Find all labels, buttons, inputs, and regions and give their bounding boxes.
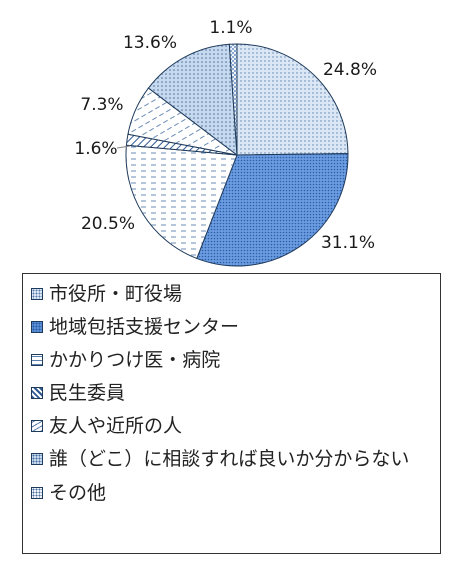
pie-slice-7 <box>228 43 238 156</box>
data-label-1: 24.8% <box>323 60 377 80</box>
pie-slice-6 <box>147 43 238 157</box>
legend-swatch-2 <box>31 321 43 333</box>
data-label-6: 13.6% <box>123 33 177 53</box>
pie-data-labels: 24.8% 31.1% 20.5% 1.6% 7.3% 13.6% 1.1% <box>74 18 377 253</box>
pie-slices <box>125 43 349 267</box>
legend-label: 友人や近所の人 <box>49 415 183 437</box>
data-label-2: 31.1% <box>321 233 375 253</box>
data-label-5: 7.3% <box>80 95 123 115</box>
pie-slice-3 <box>125 144 238 260</box>
data-label-3: 20.5% <box>81 214 135 234</box>
pie-slice-2 <box>196 153 349 267</box>
leader-line <box>116 145 131 149</box>
legend-swatch-4 <box>31 387 43 399</box>
legend-item: 地域包括支援センター <box>31 313 434 341</box>
legend-label: 誰（どこ）に相談すれば良いか分からない <box>49 448 410 470</box>
chart-legend: 市役所・町役場地域包括支援センター かかりつけ医・病院 民生委員友人や近所の人誰（ど… <box>22 273 441 554</box>
legend-swatch-3 <box>31 354 43 366</box>
data-label-7: 1.1% <box>209 18 252 38</box>
legend-item: 誰（どこ）に相談すれば良いか分からない <box>31 445 434 473</box>
data-label-4: 1.6% <box>74 139 117 159</box>
legend-label: 市役所・町役場 <box>49 283 183 305</box>
legend-swatch-6 <box>31 453 43 465</box>
pie-chart-svg: 24.8% 31.1% 20.5% 1.6% 7.3% 13.6% 1.1% <box>74 18 377 267</box>
legend-label: かかりつけ医・病院 <box>49 349 221 371</box>
pie-slice-1 <box>236 43 349 156</box>
legend-swatch-7 <box>31 487 43 499</box>
legend-item: かかりつけ医・病院 <box>31 346 434 374</box>
legend-swatch-1 <box>31 288 43 300</box>
legend-item: その他 <box>31 479 434 507</box>
legend-swatch-5 <box>31 420 43 432</box>
legend-label: 地域包括支援センター <box>49 316 240 338</box>
legend-label: その他 <box>49 482 107 504</box>
legend-item: 民生委員 <box>31 379 434 407</box>
legend-label: 民生委員 <box>49 382 126 404</box>
legend-item: 市役所・町役場 <box>31 280 434 308</box>
pie-chart: 24.8% 31.1% 20.5% 1.6% 7.3% 13.6% 1.1% <box>0 0 470 272</box>
legend-item: 友人や近所の人 <box>31 412 434 440</box>
